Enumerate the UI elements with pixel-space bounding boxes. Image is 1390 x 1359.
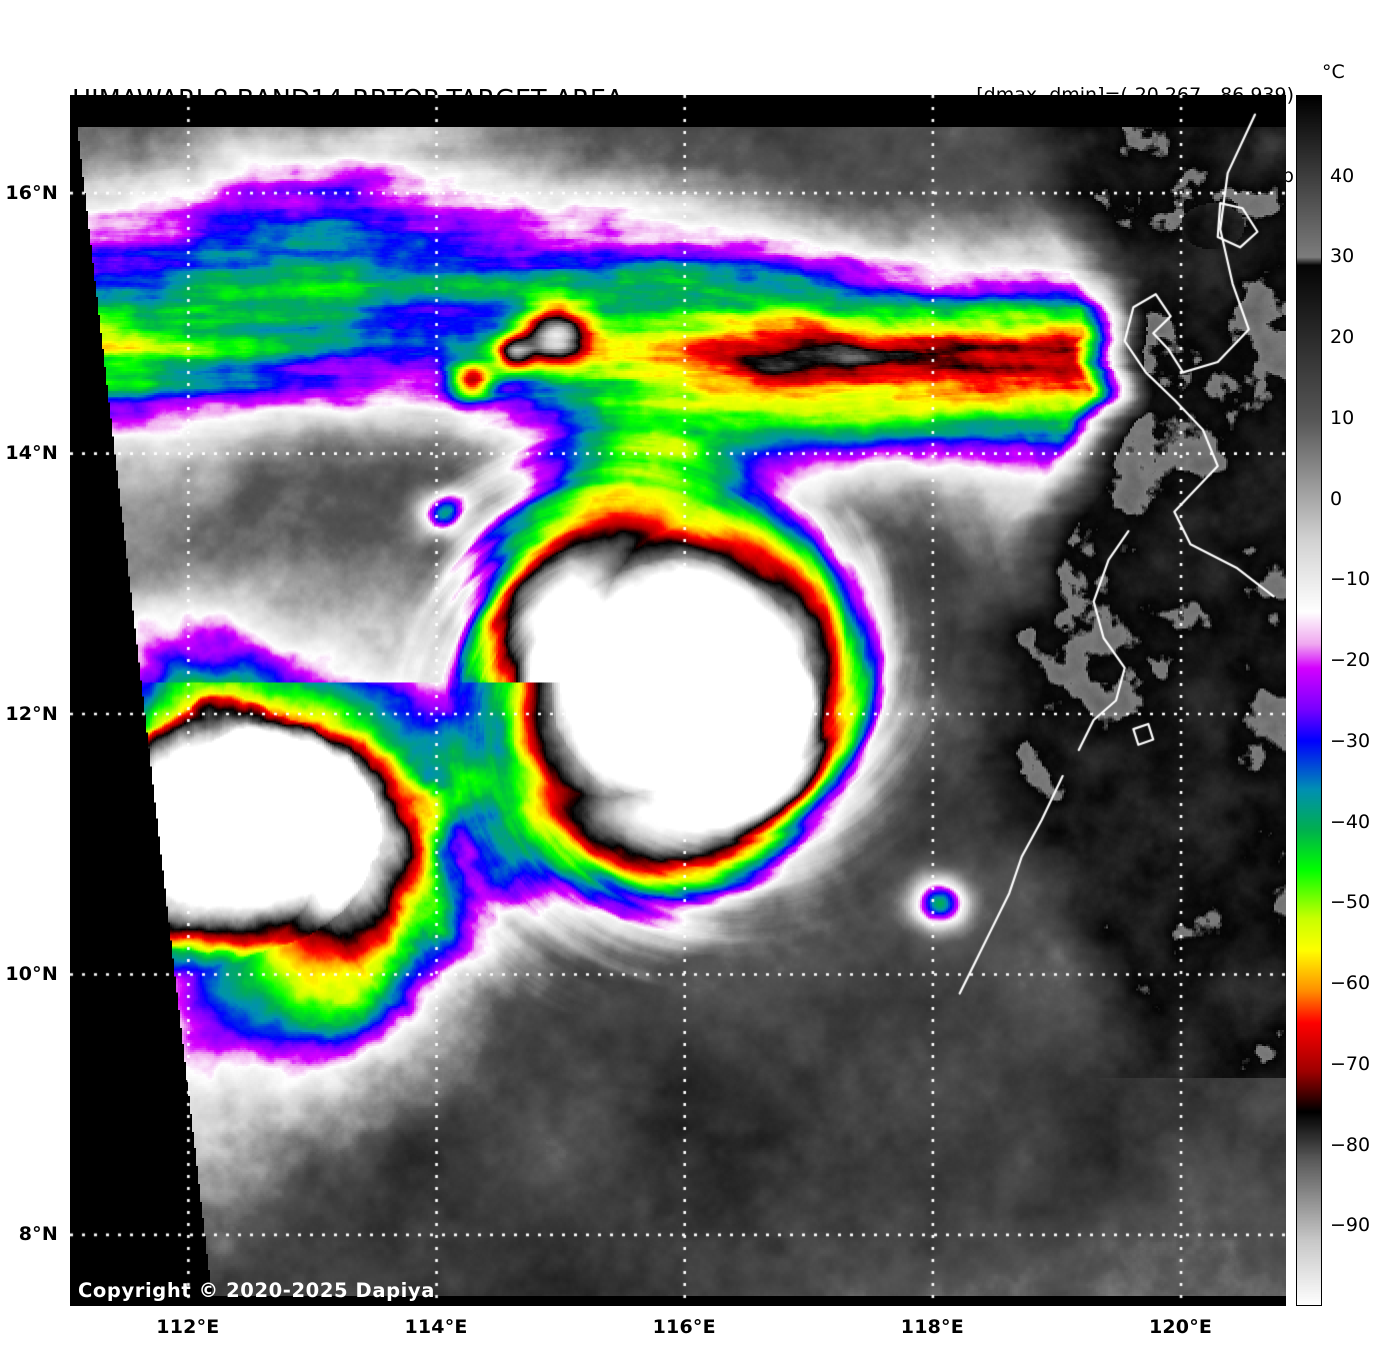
colorbar-tick-minus30: −30: [1330, 729, 1371, 752]
y-axis-tick-8N: 8°N: [18, 1223, 58, 1246]
lat-lon-gridline-overlay: [70, 95, 1286, 1306]
colorbar: [1296, 95, 1322, 1306]
colorbar-tick-10: 10: [1330, 406, 1355, 429]
colorbar-tick-minus50: −50: [1330, 891, 1371, 914]
y-axis-tick-14N: 14°N: [5, 442, 58, 465]
x-axis-tick-114E: 114°E: [404, 1316, 468, 1338]
satellite-image-plot: [70, 95, 1286, 1306]
colorbar-tick-minus40: −40: [1330, 810, 1371, 833]
colorbar-unit-label: °C: [1322, 61, 1345, 83]
colorbar-tick-0: 0: [1330, 487, 1343, 510]
colorbar-tick-40: 40: [1330, 164, 1355, 187]
colorbar-tick-minus10: −10: [1330, 568, 1371, 591]
x-axis-tick-118E: 118°E: [900, 1316, 964, 1338]
colorbar-tick-20: 20: [1330, 326, 1355, 349]
y-axis-tick-10N: 10°N: [5, 962, 58, 985]
x-axis-tick-112E: 112°E: [156, 1316, 220, 1338]
y-axis-tick-12N: 12°N: [5, 702, 58, 725]
copyright-notice: Copyright © 2020-2025 Dapiya: [78, 1279, 436, 1302]
colorbar-tick-minus70: −70: [1330, 1052, 1371, 1075]
colorbar-tick-minus90: −90: [1330, 1214, 1371, 1237]
x-axis-tick-116E: 116°E: [652, 1316, 716, 1338]
colorbar-tick-minus80: −80: [1330, 1133, 1371, 1156]
colorbar-tick-minus20: −20: [1330, 649, 1371, 672]
x-axis-tick-120E: 120°E: [1148, 1316, 1213, 1338]
colorbar-tick-minus60: −60: [1330, 972, 1371, 995]
y-axis-tick-16N: 16°N: [5, 181, 58, 204]
colorbar-tick-30: 30: [1330, 245, 1355, 268]
colorbar-gradient: [1297, 96, 1321, 1305]
